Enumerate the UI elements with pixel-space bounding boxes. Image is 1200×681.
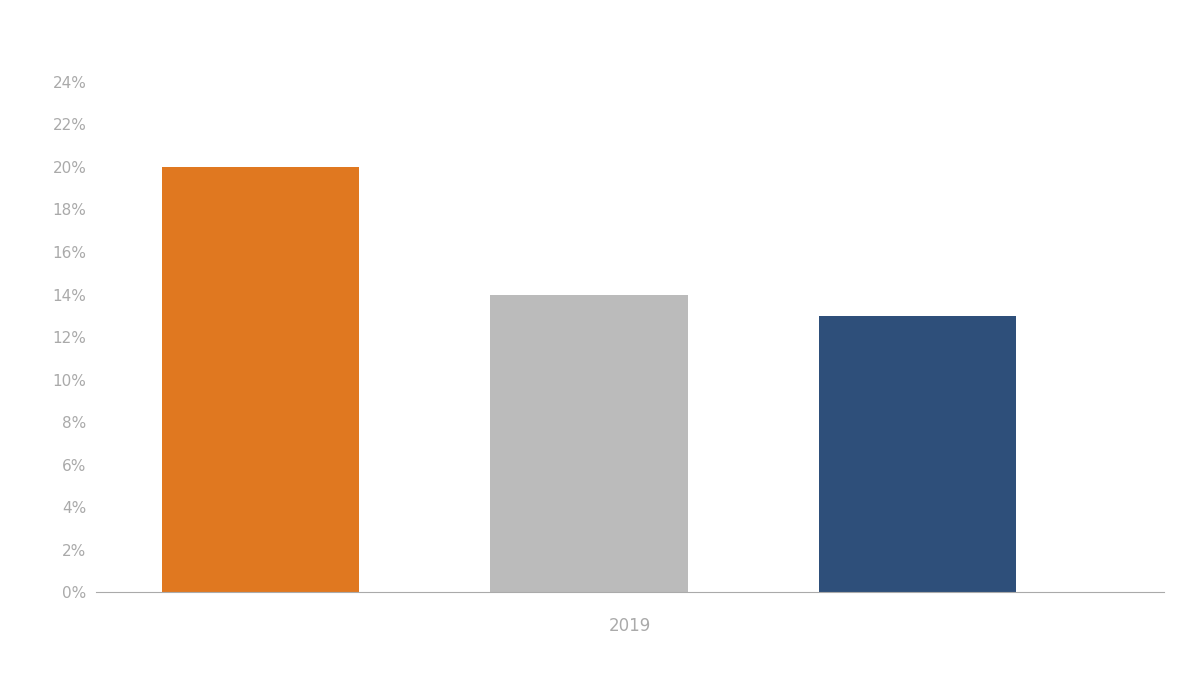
X-axis label: 2019: 2019 [608, 618, 652, 635]
Bar [818, 316, 1016, 592]
Bar [491, 295, 688, 592]
Bar [162, 167, 359, 592]
